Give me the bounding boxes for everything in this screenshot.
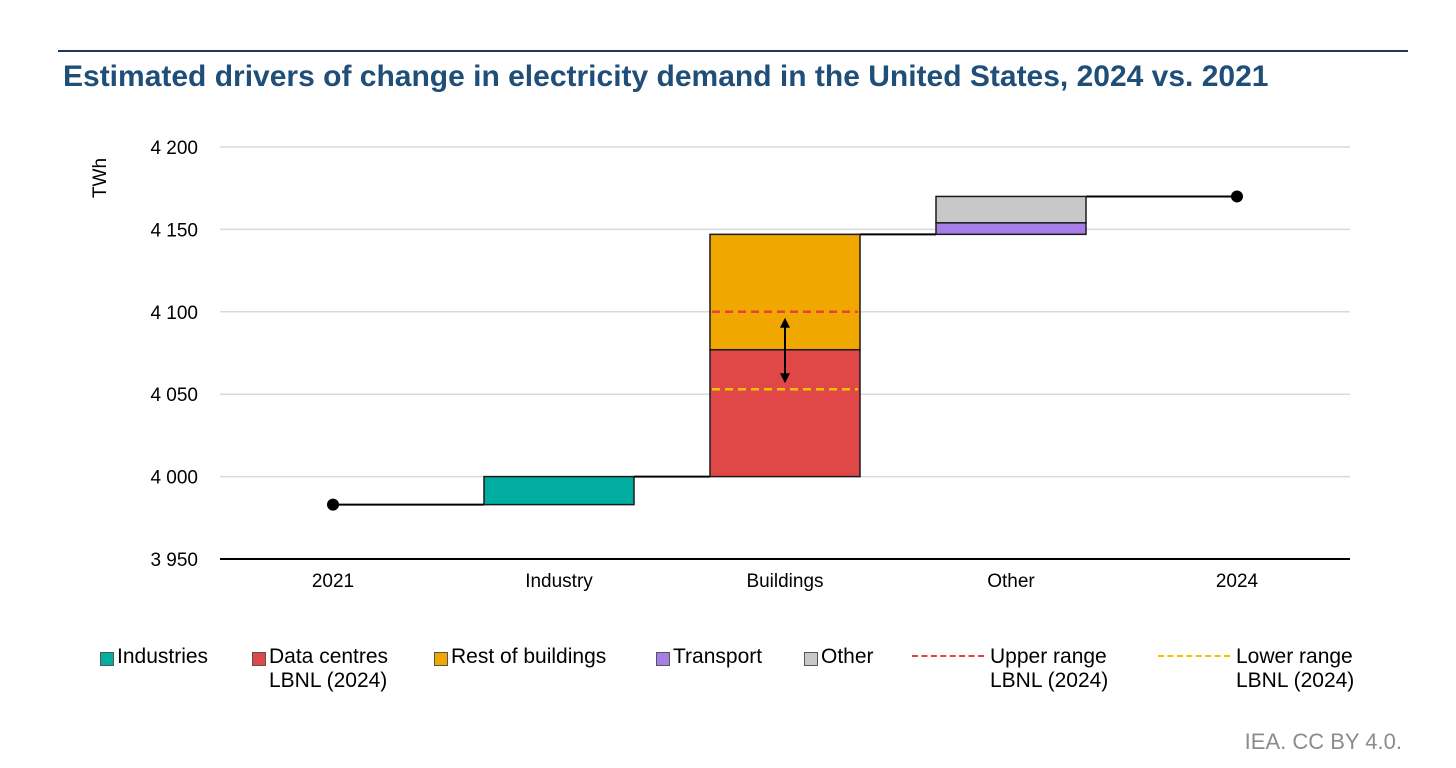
range-arrow-head-down [780, 373, 790, 384]
y-tick-label: 4 150 [150, 220, 198, 241]
legend-label: Transport [673, 645, 763, 668]
legend-swatch [434, 652, 448, 666]
bar-segment-industries [483, 475, 635, 506]
legend-item-transport: Transport [656, 645, 762, 669]
bar-segment-other [935, 195, 1087, 224]
legend-item-upper-range: Upper range LBNL (2024) [912, 645, 1108, 693]
legend-label: Other [821, 645, 874, 668]
legend-item-other: Other [804, 645, 874, 669]
legend-swatch [100, 652, 114, 666]
top-rule [58, 50, 1408, 52]
legend-swatch [656, 652, 670, 666]
legend-item-rest-of-buildings: Rest of buildings [434, 645, 606, 669]
legend-swatch [804, 652, 818, 666]
x-tick-label: Industry [525, 571, 593, 592]
legend-item-industries: Industries [100, 645, 208, 669]
y-tick-label: 4 100 [150, 303, 198, 324]
x-tick-label: Other [987, 571, 1035, 592]
legend-swatch [252, 652, 266, 666]
y-tick-label: 3 950 [150, 550, 198, 571]
legend-dash-line [1158, 655, 1230, 657]
legend: Industries Data centres LBNL (2024) Rest o… [100, 645, 1400, 705]
legend-label: Industries [117, 645, 209, 668]
legend-label: Upper range LBNL (2024) [990, 645, 1109, 692]
y-tick-label: 4 050 [150, 385, 198, 406]
legend-label: Rest of buildings [451, 645, 607, 668]
connector-lines [327, 190, 1243, 511]
legend-item-lower-range: Lower range LBNL (2024) [1158, 645, 1354, 693]
x-tick-label: Buildings [746, 571, 823, 592]
end-point [1231, 190, 1243, 203]
x-tick-labels: 2021 Industry Buildings Other 2024 [312, 571, 1259, 592]
legend-dash-line [912, 655, 984, 657]
waterfall-chart: 3 950 4 000 4 050 4 100 4 150 4 200 2021 Indus… [90, 138, 1350, 592]
range-lines [712, 310, 858, 391]
legend-label: Lower range LBNL (2024) [1236, 645, 1355, 692]
chart-title: Estimated drivers of change in electrici… [63, 60, 1269, 93]
y-tick-labels: 3 950 4 000 4 050 4 100 4 150 4 200 [150, 138, 198, 571]
legend-label: Data centres LBNL (2024) [269, 645, 389, 692]
y-axis-label: TWh [90, 158, 111, 198]
y-tick-label: 4 000 [150, 468, 198, 489]
x-tick-label: 2021 [312, 571, 354, 592]
legend-item-data-centres: Data centres LBNL (2024) [252, 645, 388, 693]
y-tick-label: 4 200 [150, 138, 198, 159]
source-credit: IEA. CC BY 4.0. [1244, 729, 1402, 754]
x-tick-label: 2024 [1216, 571, 1259, 592]
bar-segment-transport [935, 222, 1087, 236]
range-arrow-head-up [780, 317, 790, 328]
